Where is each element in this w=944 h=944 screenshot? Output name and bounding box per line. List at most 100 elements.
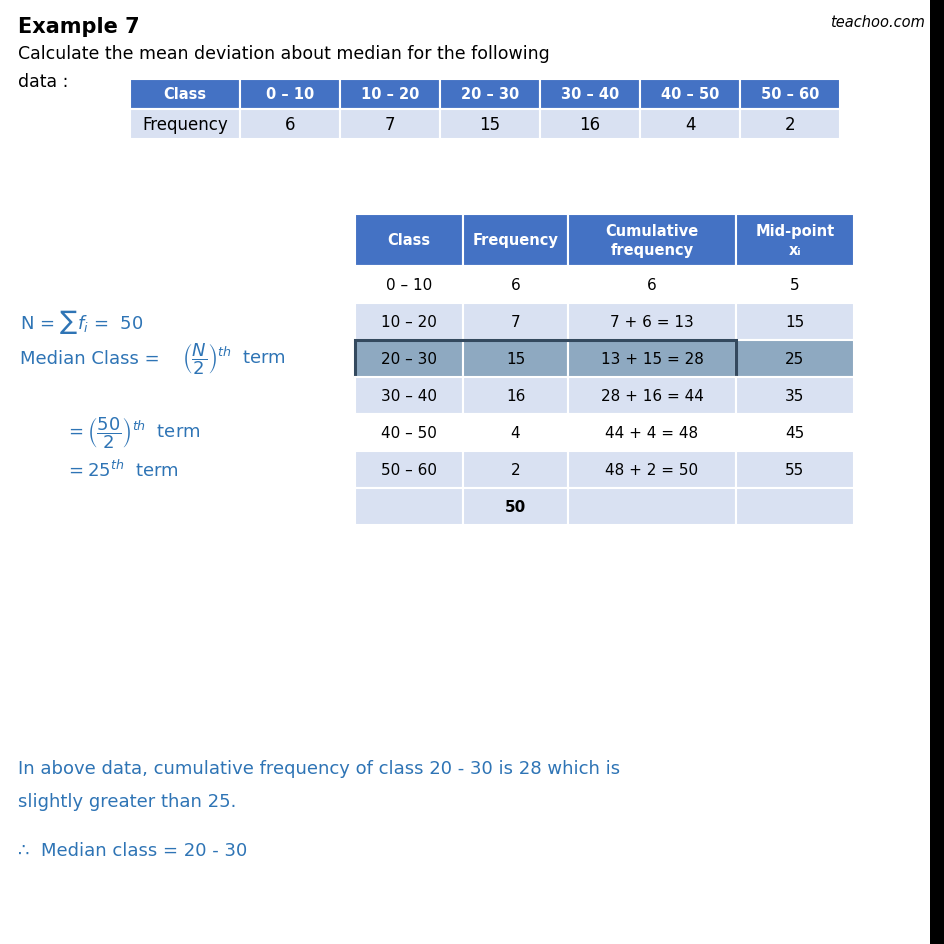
Bar: [463, 341, 567, 378]
Text: 2: 2: [784, 116, 795, 134]
Text: 20 – 30: 20 – 30: [461, 88, 518, 102]
Bar: [355, 451, 463, 488]
Text: 16: 16: [505, 389, 525, 404]
Bar: [440, 110, 539, 140]
Text: In above data, cumulative frequency of class 20 - 30 is 28 which is: In above data, cumulative frequency of c…: [18, 759, 619, 777]
Text: 20 – 30: 20 – 30: [380, 351, 436, 366]
Text: 7 + 6 = 13: 7 + 6 = 13: [610, 314, 693, 329]
Text: slightly greater than 25.: slightly greater than 25.: [18, 792, 236, 810]
Text: 4: 4: [684, 116, 695, 134]
Text: 48 + 2 = 50: 48 + 2 = 50: [605, 463, 698, 478]
Bar: [463, 378, 567, 414]
Bar: [355, 341, 735, 378]
Text: 30 – 40: 30 – 40: [380, 389, 436, 404]
Text: 7: 7: [384, 116, 395, 134]
Bar: [639, 110, 739, 140]
Bar: [463, 267, 567, 304]
Bar: [567, 215, 735, 267]
Text: 35: 35: [784, 389, 804, 404]
Text: Class: Class: [387, 233, 430, 248]
Bar: [735, 267, 853, 304]
Text: 0 – 10: 0 – 10: [265, 88, 313, 102]
Text: Example 7: Example 7: [18, 17, 140, 37]
Bar: [567, 451, 735, 488]
Bar: [735, 215, 853, 267]
Bar: [340, 80, 440, 110]
Text: 15: 15: [784, 314, 803, 329]
Bar: [130, 110, 240, 140]
Bar: [735, 451, 853, 488]
Text: teachoo.com: teachoo.com: [829, 15, 924, 30]
Bar: [567, 341, 735, 378]
Text: 0 – 10: 0 – 10: [385, 278, 431, 293]
Text: $\left(\dfrac{N}{2}\right)^{th}$  term: $\left(\dfrac{N}{2}\right)^{th}$ term: [182, 342, 286, 377]
Text: 4: 4: [510, 426, 520, 441]
Bar: [735, 378, 853, 414]
Text: data :: data :: [18, 73, 68, 91]
Text: 30 – 40: 30 – 40: [561, 88, 618, 102]
Text: N = $\sum$$f_i$ =  50: N = $\sum$$f_i$ = 50: [20, 308, 143, 336]
Text: Calculate the mean deviation about median for the following: Calculate the mean deviation about media…: [18, 45, 549, 63]
Text: 55: 55: [784, 463, 803, 478]
Text: 16: 16: [579, 116, 600, 134]
Bar: [440, 80, 539, 110]
Bar: [739, 110, 839, 140]
Text: 28 + 16 = 44: 28 + 16 = 44: [600, 389, 702, 404]
Text: 40 – 50: 40 – 50: [660, 88, 718, 102]
Bar: [463, 215, 567, 267]
Bar: [130, 80, 240, 110]
Text: $= \left(\dfrac{50}{2}\right)^{th}$  term: $= \left(\dfrac{50}{2}\right)^{th}$ term: [65, 415, 200, 451]
Bar: [463, 304, 567, 341]
Bar: [463, 488, 567, 526]
Bar: [567, 414, 735, 451]
Bar: [539, 110, 639, 140]
Bar: [340, 110, 440, 140]
Bar: [735, 414, 853, 451]
Bar: [463, 414, 567, 451]
Bar: [567, 378, 735, 414]
Bar: [567, 488, 735, 526]
Bar: [355, 488, 463, 526]
Bar: [355, 341, 463, 378]
Text: Cumulative
frequency: Cumulative frequency: [605, 224, 698, 258]
Text: 44 + 4 = 48: 44 + 4 = 48: [605, 426, 698, 441]
Text: 15: 15: [505, 351, 525, 366]
Text: 10 – 20: 10 – 20: [361, 88, 419, 102]
Text: 15: 15: [479, 116, 500, 134]
Text: 13 + 15 = 28: 13 + 15 = 28: [600, 351, 702, 366]
Bar: [355, 414, 463, 451]
Bar: [567, 304, 735, 341]
Bar: [355, 304, 463, 341]
Bar: [240, 110, 340, 140]
Text: Median Class =: Median Class =: [20, 350, 165, 368]
Text: 50: 50: [504, 499, 526, 514]
Bar: [539, 80, 639, 110]
Text: 5: 5: [789, 278, 799, 293]
Bar: [355, 267, 463, 304]
Text: 6: 6: [510, 278, 520, 293]
Text: Class: Class: [163, 88, 207, 102]
Text: 7: 7: [510, 314, 520, 329]
Bar: [355, 378, 463, 414]
Bar: [735, 304, 853, 341]
Bar: [739, 80, 839, 110]
Text: 6: 6: [647, 278, 656, 293]
Bar: [929, 0, 944, 944]
Text: 40 – 50: 40 – 50: [380, 426, 436, 441]
Bar: [567, 267, 735, 304]
Bar: [735, 488, 853, 526]
Bar: [463, 451, 567, 488]
Bar: [355, 215, 463, 267]
Text: 6: 6: [284, 116, 295, 134]
Text: 45: 45: [784, 426, 803, 441]
Text: 25: 25: [784, 351, 803, 366]
Text: Frequency: Frequency: [472, 233, 558, 248]
Text: 50 – 60: 50 – 60: [380, 463, 436, 478]
Text: Mid-point
xᵢ: Mid-point xᵢ: [754, 224, 834, 258]
Bar: [735, 341, 853, 378]
Text: ∴  Median class = 20 - 30: ∴ Median class = 20 - 30: [18, 841, 247, 859]
Text: 50 – 60: 50 – 60: [760, 88, 818, 102]
Text: Frequency: Frequency: [142, 116, 228, 134]
Text: 2: 2: [510, 463, 520, 478]
Bar: [240, 80, 340, 110]
